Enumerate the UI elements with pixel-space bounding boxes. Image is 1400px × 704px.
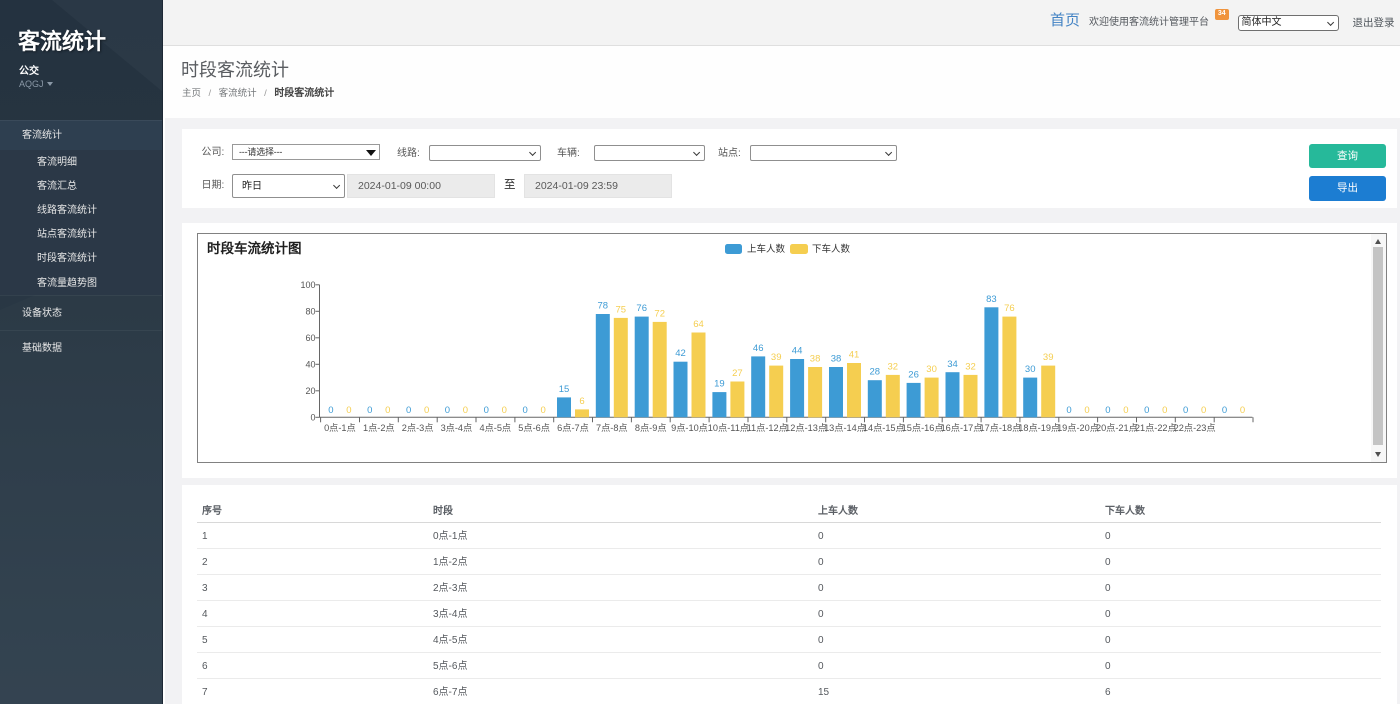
svg-text:12点-13点: 12点-13点 [785,423,827,433]
svg-text:0: 0 [1105,404,1110,415]
svg-text:14点-15点: 14点-15点 [863,423,905,433]
svg-text:78: 78 [598,300,609,311]
svg-text:75: 75 [616,304,627,315]
svg-text:0: 0 [385,404,390,415]
svg-text:30: 30 [1025,364,1036,375]
svg-text:15: 15 [559,383,570,394]
svg-text:21点-22点: 21点-22点 [1135,423,1177,433]
svg-text:80: 80 [305,306,315,316]
svg-text:0: 0 [424,404,429,415]
svg-text:17点-18点: 17点-18点 [979,423,1021,433]
svg-text:15点-16点: 15点-16点 [902,423,944,433]
svg-text:1点-2点: 1点-2点 [363,423,395,433]
svg-text:0: 0 [1066,404,1071,415]
svg-text:0: 0 [540,404,545,415]
svg-text:22点-23点: 22点-23点 [1174,423,1216,433]
svg-text:39: 39 [771,352,782,363]
svg-text:18点-19点: 18点-19点 [1018,423,1060,433]
svg-text:7点-8点: 7点-8点 [596,423,628,433]
svg-text:0: 0 [367,404,372,415]
svg-text:13点-14点: 13点-14点 [824,423,866,433]
svg-text:9点-10点: 9点-10点 [671,423,708,433]
svg-text:34: 34 [947,358,958,369]
svg-text:0: 0 [1162,404,1167,415]
svg-text:39: 39 [1043,352,1054,363]
svg-text:20: 20 [305,385,315,395]
svg-text:40: 40 [305,359,315,369]
svg-text:26: 26 [908,369,919,380]
svg-text:0: 0 [502,404,507,415]
svg-text:0: 0 [484,404,489,415]
svg-text:19点-20点: 19点-20点 [1057,423,1099,433]
svg-text:0: 0 [1222,404,1227,415]
svg-text:3点-4点: 3点-4点 [441,423,473,433]
svg-text:0: 0 [346,404,351,415]
svg-text:41: 41 [849,349,860,360]
svg-text:4点-5点: 4点-5点 [479,423,511,433]
svg-text:76: 76 [636,303,647,314]
svg-text:11点-12点: 11点-12点 [747,423,788,433]
svg-text:0: 0 [1201,404,1206,415]
svg-text:0: 0 [1084,404,1089,415]
svg-text:0: 0 [1123,404,1128,415]
svg-text:38: 38 [810,353,821,364]
svg-text:46: 46 [753,342,764,353]
svg-text:27: 27 [732,368,743,379]
svg-text:83: 83 [986,293,997,304]
svg-text:0: 0 [1183,404,1188,415]
svg-text:28: 28 [870,366,881,377]
svg-text:0: 0 [328,404,333,415]
svg-text:32: 32 [965,361,976,372]
svg-text:6: 6 [579,395,584,406]
svg-text:72: 72 [654,308,665,319]
svg-text:42: 42 [675,348,686,359]
svg-text:10点-11点: 10点-11点 [708,423,749,433]
svg-text:76: 76 [1004,303,1015,314]
svg-text:60: 60 [305,332,315,342]
svg-text:8点-9点: 8点-9点 [635,423,667,433]
svg-text:5点-6点: 5点-6点 [518,423,550,433]
svg-text:0: 0 [310,412,315,422]
svg-text:64: 64 [693,319,704,330]
svg-text:32: 32 [888,361,899,372]
svg-text:30: 30 [926,364,937,375]
svg-text:6点-7点: 6点-7点 [557,423,589,433]
svg-text:2点-3点: 2点-3点 [402,423,434,433]
svg-text:19: 19 [714,378,725,389]
svg-text:44: 44 [792,345,803,356]
svg-text:16点-17点: 16点-17点 [941,423,983,433]
svg-text:20点-21点: 20点-21点 [1096,423,1138,433]
svg-text:0: 0 [1144,404,1149,415]
svg-text:0: 0 [445,404,450,415]
svg-text:0: 0 [522,404,527,415]
svg-text:0点-1点: 0点-1点 [324,423,356,433]
svg-text:0: 0 [463,404,468,415]
svg-text:0: 0 [1240,404,1245,415]
svg-text:100: 100 [300,279,315,289]
svg-text:0: 0 [406,404,411,415]
svg-text:38: 38 [831,353,842,364]
